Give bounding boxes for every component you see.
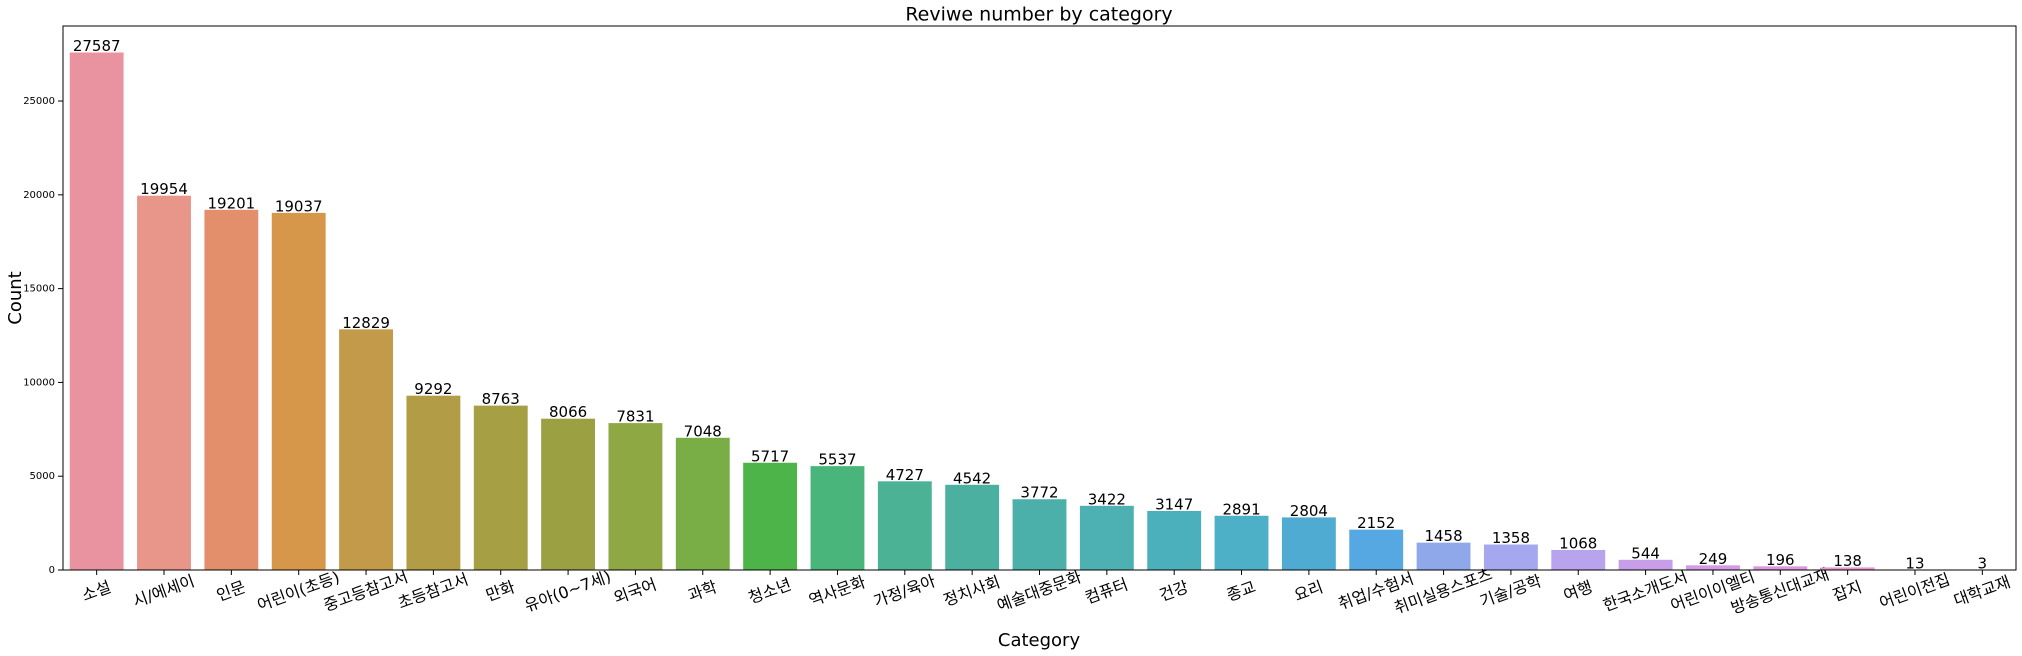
data-label: 1068: [1559, 534, 1597, 552]
bar: [743, 462, 798, 570]
data-label: 544: [1631, 544, 1660, 562]
bar: [810, 466, 865, 570]
x-tick-label: 과학: [685, 577, 719, 605]
x-tick-label: 시/에세이: [130, 571, 197, 611]
y-axis-label: Count: [5, 271, 26, 324]
data-label: 8763: [482, 390, 520, 408]
x-tick-label: 대학교재: [1951, 572, 2013, 610]
y-tick-label: 20000: [23, 190, 55, 201]
data-label: 4542: [953, 469, 991, 487]
data-label: 196: [1766, 551, 1795, 569]
x-tick-label: 컴퓨터: [1082, 575, 1130, 608]
data-label: 1458: [1424, 527, 1462, 545]
bar: [1686, 565, 1740, 570]
data-label: 7831: [616, 408, 654, 426]
bar: [1618, 559, 1673, 570]
x-tick-label: 청소년: [746, 575, 794, 608]
data-label: 19201: [208, 194, 256, 212]
x-tick-label: 만화: [483, 577, 517, 605]
y-tick-label: 15000: [23, 284, 55, 295]
data-label: 138: [1833, 552, 1862, 570]
data-label: 3422: [1088, 490, 1126, 508]
x-tick-label: 건강: [1157, 577, 1191, 605]
bar: [1483, 544, 1538, 570]
data-label: 4727: [886, 466, 924, 484]
bar: [675, 437, 730, 570]
x-tick-label: 외국어: [611, 575, 659, 608]
bar: [1753, 566, 1808, 570]
x-axis-label: Category: [998, 630, 1081, 651]
data-label: 27587: [73, 37, 121, 55]
data-label: 19037: [275, 197, 323, 215]
data-label: 8066: [549, 403, 587, 421]
chart-title: Reviwe number by category: [905, 4, 1172, 26]
data-label: 1358: [1492, 529, 1530, 547]
y-tick-label: 5000: [30, 471, 55, 482]
x-tick-label: 여행: [1561, 577, 1595, 605]
bar: [1820, 567, 1875, 570]
data-label: 2152: [1357, 514, 1395, 532]
data-label: 2891: [1222, 500, 1260, 518]
x-tick-label: 잡지: [1830, 577, 1864, 605]
x-tick-label: 어린이전집: [1877, 570, 1953, 613]
plot-frame: [62, 25, 2017, 571]
bar: [945, 484, 1000, 570]
data-label: 3: [1978, 554, 1988, 572]
bar: [69, 52, 124, 571]
data-label: 3772: [1020, 484, 1058, 502]
x-tick-label: 요리: [1291, 577, 1325, 605]
bar: [271, 212, 326, 570]
x-tick-label: 정치사회: [941, 572, 1003, 610]
data-label: 5537: [818, 451, 856, 469]
bar: [1551, 549, 1606, 570]
data-label: 12829: [342, 314, 390, 332]
data-label: 7048: [684, 422, 722, 440]
bar: [1147, 510, 1202, 570]
bar: [877, 481, 932, 570]
x-tick-label: 가정/육아: [871, 571, 938, 611]
x-tick-label: 역사문화: [806, 572, 868, 610]
bar: [137, 195, 191, 570]
bar: [406, 395, 461, 570]
x-tick-label: 종교: [1224, 577, 1258, 605]
bar: [339, 329, 393, 570]
y-tick-label: 10000: [23, 377, 55, 388]
y-tick-label: 0: [49, 565, 55, 576]
x-tick-label: 인문: [214, 577, 248, 605]
x-tick-label: 소설: [79, 577, 113, 605]
bar: [1281, 517, 1336, 570]
bar: [541, 418, 596, 570]
bar: [473, 405, 528, 570]
bar: [1012, 499, 1067, 570]
bar: [1416, 542, 1471, 570]
data-label: 2804: [1290, 502, 1328, 520]
bar: [1349, 529, 1404, 570]
data-label: 13: [1905, 554, 1924, 572]
bar: [608, 423, 663, 570]
bar: [1079, 505, 1134, 570]
y-tick-label: 25000: [23, 96, 55, 107]
data-label: 5717: [751, 447, 789, 465]
data-label: 19954: [140, 180, 188, 198]
data-label: 249: [1699, 550, 1728, 568]
bar: [1214, 515, 1269, 570]
data-label: 9292: [414, 380, 452, 398]
bar: [204, 209, 259, 570]
data-label: 3147: [1155, 495, 1193, 513]
